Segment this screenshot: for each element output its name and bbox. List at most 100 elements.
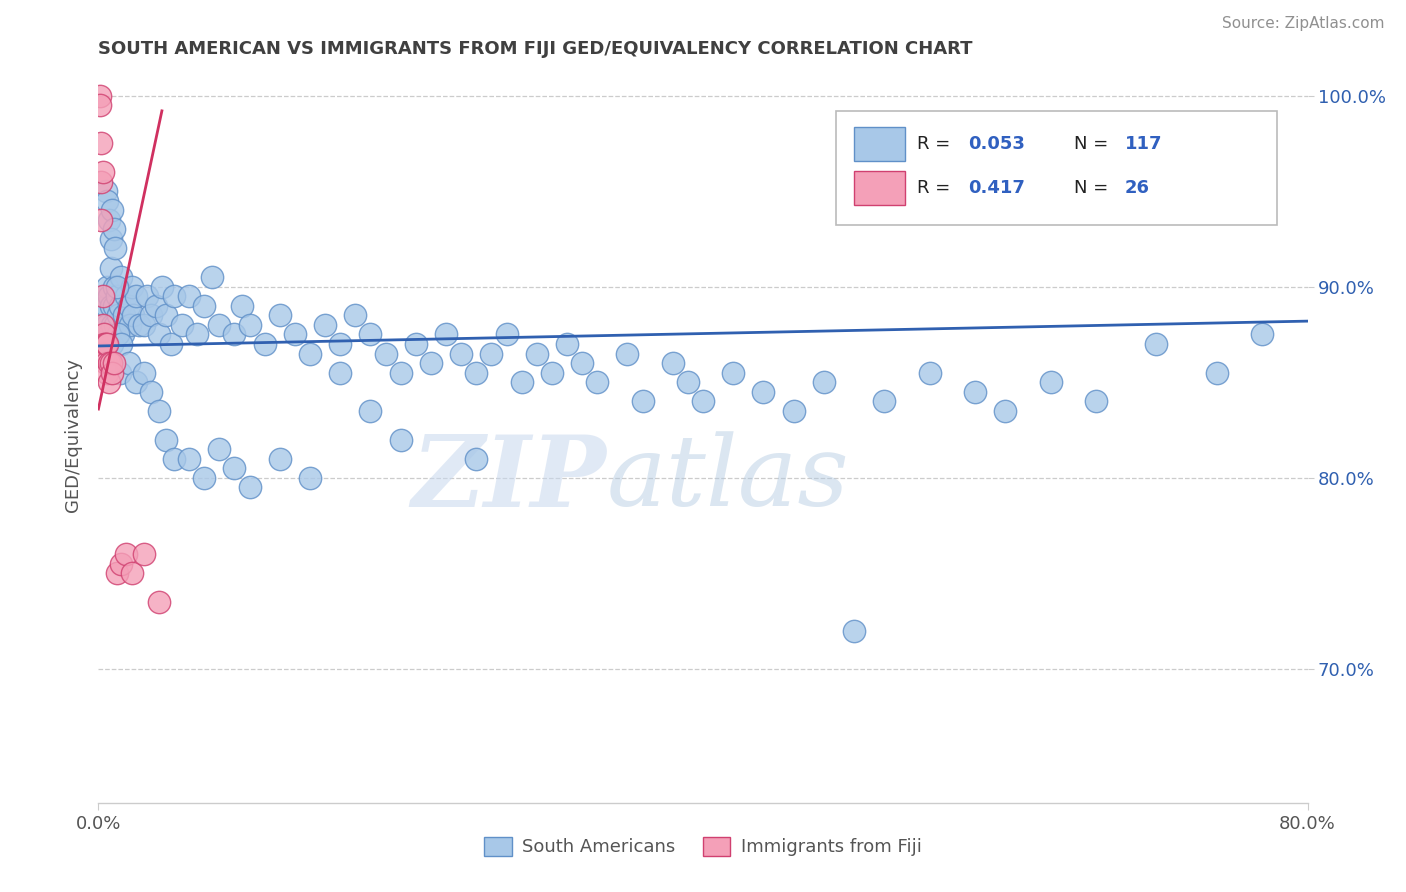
Point: [114, 547, 136, 561]
FancyBboxPatch shape: [855, 128, 905, 161]
Text: 0.417: 0.417: [967, 179, 1025, 197]
Point: [101, 337, 124, 351]
Point: [91, 289, 114, 303]
Point: [389, 366, 412, 380]
Point: [752, 384, 775, 399]
Text: R =: R =: [917, 179, 956, 197]
Point: [201, 270, 224, 285]
Point: [121, 566, 143, 581]
Point: [1085, 394, 1108, 409]
Y-axis label: GED/Equivalency: GED/Equivalency: [63, 358, 82, 512]
Point: [1251, 327, 1274, 342]
Point: [101, 366, 124, 380]
Point: [616, 346, 638, 360]
Point: [148, 595, 170, 609]
Point: [98, 327, 121, 342]
Point: [374, 346, 396, 360]
Point: [269, 309, 291, 323]
Point: [193, 299, 215, 313]
Point: [125, 289, 148, 303]
Point: [329, 337, 352, 351]
Point: [118, 299, 141, 313]
Text: R =: R =: [917, 136, 956, 153]
Point: [329, 366, 352, 380]
Point: [994, 404, 1017, 418]
Point: [94, 327, 117, 342]
Point: [103, 222, 125, 236]
Point: [107, 309, 129, 323]
Point: [239, 318, 262, 332]
Point: [101, 318, 124, 332]
Point: [179, 451, 201, 466]
Point: [105, 566, 128, 581]
Point: [873, 394, 896, 409]
Point: [586, 376, 609, 390]
Point: [91, 289, 114, 303]
Point: [253, 337, 276, 351]
FancyBboxPatch shape: [837, 111, 1278, 225]
Point: [94, 337, 117, 351]
Point: [208, 318, 231, 332]
Point: [104, 242, 127, 256]
Point: [389, 433, 412, 447]
Point: [112, 309, 135, 323]
Point: [224, 327, 246, 342]
Point: [434, 327, 457, 342]
Point: [107, 327, 129, 342]
Point: [465, 366, 488, 380]
Point: [844, 624, 866, 638]
Legend: South Americans, Immigrants from Fiji: South Americans, Immigrants from Fiji: [477, 830, 929, 863]
Point: [299, 471, 322, 485]
Point: [103, 299, 125, 313]
Point: [93, 309, 115, 323]
Point: [1206, 366, 1229, 380]
Point: [163, 451, 186, 466]
Point: [104, 318, 127, 332]
Point: [100, 356, 122, 370]
Point: [98, 356, 121, 370]
Point: [89, 88, 111, 103]
Point: [155, 433, 177, 447]
Point: [163, 289, 186, 303]
Point: [148, 327, 170, 342]
Point: [783, 404, 806, 418]
Point: [231, 299, 253, 313]
Point: [160, 337, 183, 351]
Point: [692, 394, 714, 409]
Point: [224, 461, 246, 475]
Point: [105, 289, 128, 303]
Point: [91, 165, 114, 179]
Point: [93, 327, 115, 342]
Point: [103, 279, 125, 293]
Point: [481, 346, 503, 360]
Point: [170, 318, 193, 332]
Point: [450, 346, 472, 360]
Point: [90, 212, 112, 227]
Point: [145, 299, 167, 313]
Point: [179, 289, 201, 303]
Point: [91, 318, 114, 332]
Point: [118, 356, 141, 370]
Point: [208, 442, 231, 457]
Point: [465, 451, 488, 466]
Text: N =: N =: [1074, 179, 1114, 197]
Point: [103, 356, 125, 370]
Point: [420, 356, 443, 370]
Point: [96, 337, 118, 351]
Point: [495, 327, 517, 342]
Point: [96, 194, 118, 208]
Point: [90, 175, 112, 189]
Point: [148, 404, 170, 418]
Point: [155, 309, 177, 323]
Point: [111, 327, 134, 342]
Text: ZIP: ZIP: [412, 431, 606, 527]
Point: [676, 376, 699, 390]
Point: [540, 366, 562, 380]
Point: [510, 376, 533, 390]
Point: [526, 346, 548, 360]
FancyBboxPatch shape: [855, 171, 905, 205]
Point: [98, 376, 121, 390]
Text: 26: 26: [1125, 179, 1150, 197]
Point: [965, 384, 987, 399]
Point: [135, 289, 157, 303]
